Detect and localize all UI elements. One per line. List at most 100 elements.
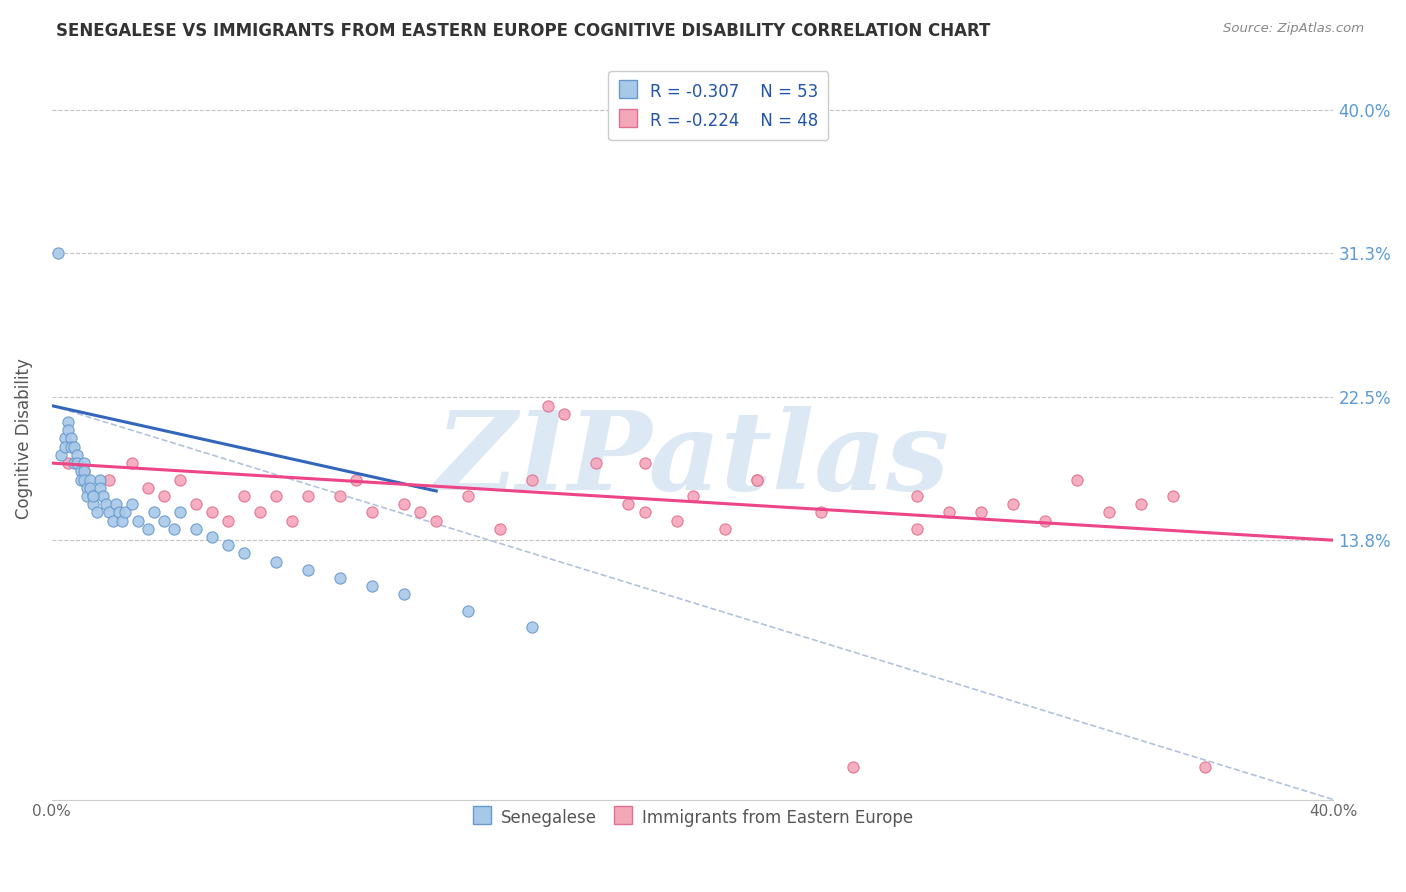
Point [121,456,143,470]
Text: Source: ZipAtlas.com: Source: ZipAtlas.com [1223,22,1364,36]
Point [136,522,159,536]
Point [329,571,352,585]
Point [73,464,96,478]
Point [344,473,367,487]
Point [1194,760,1216,774]
Point [392,497,415,511]
Point [1001,497,1024,511]
Point [745,473,768,487]
Point [682,489,704,503]
Point [46,246,69,260]
Point [82,489,104,503]
Point [79,473,101,487]
Point [425,514,447,528]
Point [905,489,928,503]
Point [53,432,76,446]
Point [86,505,108,519]
Point [938,505,960,519]
Point [56,423,79,437]
Point [905,522,928,536]
Point [59,440,82,454]
Point [665,514,688,528]
Point [713,522,735,536]
Point [169,505,191,519]
Point [745,473,768,487]
Point [392,587,415,601]
Point [842,760,865,774]
Point [217,538,239,552]
Point [633,505,655,519]
Point [617,497,640,511]
Point [63,440,86,454]
Point [233,489,256,503]
Point [361,505,384,519]
Point [409,505,432,519]
Point [1098,505,1121,519]
Point [249,505,271,519]
Point [121,497,143,511]
Point [297,563,319,577]
Point [108,505,131,519]
Point [264,555,287,569]
Point [264,489,287,503]
Point [810,505,832,519]
Point [153,489,176,503]
Point [82,489,104,503]
Point [970,505,993,519]
Point [329,489,352,503]
Text: SENEGALESE VS IMMIGRANTS FROM EASTERN EUROPE COGNITIVE DISABILITY CORRELATION CH: SENEGALESE VS IMMIGRANTS FROM EASTERN EU… [56,22,991,40]
Point [233,546,256,560]
Point [585,456,607,470]
Point [553,407,575,421]
Point [361,579,384,593]
Point [89,481,111,495]
Point [51,448,73,462]
Point [457,604,479,618]
Point [89,473,111,487]
Point [489,522,512,536]
Point [297,489,319,503]
Point [1066,473,1088,487]
Point [66,456,89,470]
Point [111,514,134,528]
Point [522,620,544,634]
Point [69,473,91,487]
Point [82,497,104,511]
Point [1161,489,1184,503]
Point [66,448,89,462]
Point [59,432,82,446]
Point [184,522,207,536]
Point [104,497,127,511]
Point [114,505,136,519]
Point [56,415,79,429]
Point [143,505,166,519]
Point [162,522,184,536]
Point [1130,497,1153,511]
Point [184,497,207,511]
Point [153,514,176,528]
Point [76,481,98,495]
Point [98,505,121,519]
Point [169,473,191,487]
Point [522,473,544,487]
Point [73,456,96,470]
Point [76,489,98,503]
Point [79,481,101,495]
Point [63,456,86,470]
Point [98,473,121,487]
Point [53,440,76,454]
Point [56,456,79,470]
Point [1033,514,1056,528]
Point [91,489,114,503]
Point [101,514,124,528]
Point [201,505,224,519]
Point [633,456,655,470]
Point [69,464,91,478]
Y-axis label: Cognitive Disability: Cognitive Disability [15,358,32,519]
Point [201,530,224,544]
Point [457,489,479,503]
Point [127,514,149,528]
Point [73,473,96,487]
Point [217,514,239,528]
Point [281,514,304,528]
